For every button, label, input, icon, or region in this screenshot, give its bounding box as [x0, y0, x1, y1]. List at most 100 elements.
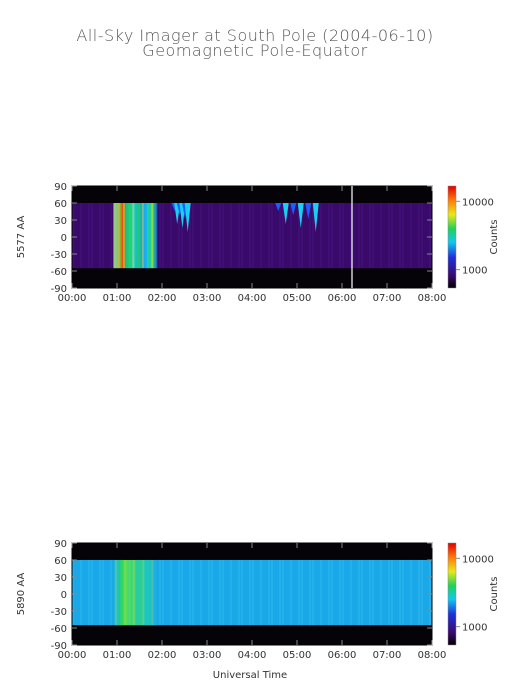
texture-stripe [402, 203, 404, 269]
texture-stripe [162, 203, 164, 269]
texture-stripe [301, 203, 303, 269]
texture-stripe [238, 203, 240, 269]
burst-streak [120, 560, 123, 626]
texture-stripe [298, 203, 300, 269]
texture-stripe [200, 203, 202, 269]
texture-stripe [88, 560, 90, 626]
texture-stripe [290, 560, 292, 626]
texture-stripe [399, 560, 401, 626]
burst-streak [113, 203, 116, 269]
texture-stripe [282, 560, 284, 626]
texture-stripe [238, 560, 240, 626]
texture-stripe [110, 203, 112, 269]
burst-plume [275, 203, 282, 211]
texture-stripe [208, 203, 210, 269]
texture-stripe [181, 560, 183, 626]
texture-stripe [102, 560, 104, 626]
texture-stripe [162, 560, 164, 626]
texture-stripe [361, 560, 363, 626]
texture-stripe [159, 203, 161, 269]
texture-stripe [268, 203, 270, 269]
y-tick-label: 90 [54, 539, 67, 550]
texture-stripe [189, 560, 191, 626]
texture-stripe [159, 560, 161, 626]
texture-stripe [192, 203, 194, 269]
texture-stripe [99, 560, 101, 626]
burst-streak [144, 203, 147, 269]
texture-stripe [211, 203, 213, 269]
texture-stripe [222, 560, 224, 626]
x-tick-label: 07:00 [373, 293, 402, 304]
burst-streak [133, 560, 136, 626]
burst-streak [132, 203, 135, 269]
x-tick-label: 02:00 [148, 650, 177, 661]
texture-stripe [421, 560, 423, 626]
burst-streak [126, 203, 128, 269]
y-tick-label: 0 [61, 590, 67, 601]
texture-stripe [380, 560, 382, 626]
burst-streak [151, 203, 154, 269]
texture-stripe [208, 560, 210, 626]
texture-stripe [391, 560, 393, 626]
texture-stripe [230, 203, 232, 269]
texture-stripe [372, 203, 374, 269]
texture-stripe [312, 560, 314, 626]
texture-stripe [200, 560, 202, 626]
texture-stripe [369, 203, 371, 269]
texture-stripe [181, 203, 183, 269]
burst-streak [151, 560, 154, 626]
texture-stripe [391, 203, 393, 269]
texture-stripe [380, 203, 382, 269]
burst-streak [126, 560, 129, 626]
texture-stripe [298, 560, 300, 626]
colorbar-tick-label: 1000 [462, 623, 487, 634]
burst-region [114, 560, 158, 626]
texture-stripe [309, 560, 311, 626]
x-tick-label: 01:00 [103, 293, 132, 304]
texture-stripe [421, 203, 423, 269]
texture-stripe [372, 560, 374, 626]
texture-stripe [110, 560, 112, 626]
x-axis-label: Universal Time [213, 670, 287, 680]
texture-stripe [418, 560, 420, 626]
texture-stripe [170, 560, 172, 626]
x-tick-label: 04:00 [238, 650, 267, 661]
x-tick-label: 03:00 [193, 293, 222, 304]
texture-stripe [80, 560, 82, 626]
burst-streak [145, 560, 148, 626]
burst-plume [312, 203, 319, 232]
x-tick-label: 04:00 [238, 293, 267, 304]
y-tick-label: -90 [51, 641, 67, 652]
texture-stripe [339, 203, 341, 269]
y-tick-label: 60 [54, 199, 67, 210]
texture-stripe [72, 203, 74, 269]
y-tick-label: -30 [51, 250, 67, 261]
x-tick-label: 05:00 [283, 650, 312, 661]
texture-stripe [91, 560, 93, 626]
texture-stripe [410, 560, 412, 626]
burst-streak [136, 560, 139, 626]
texture-stripe [358, 560, 360, 626]
burst-plume [184, 203, 191, 232]
texture-stripe [170, 203, 172, 269]
texture-stripe [331, 203, 333, 269]
texture-stripe [309, 203, 311, 269]
texture-stripe [328, 203, 330, 269]
texture-stripe [211, 560, 213, 626]
x-tick-label: 02:00 [148, 293, 177, 304]
texture-stripe [192, 560, 194, 626]
texture-stripe [241, 560, 243, 626]
texture-stripe [350, 203, 352, 269]
x-tick-label: 08:00 [418, 650, 447, 661]
burst-plume [305, 203, 312, 219]
burst-streak [117, 560, 120, 626]
x-tick-label: 08:00 [418, 293, 447, 304]
texture-stripe [91, 203, 93, 269]
texture-stripe [328, 560, 330, 626]
x-tick-label: 00:00 [58, 293, 87, 304]
texture-stripe [241, 203, 243, 269]
y-tick-label: 90 [54, 182, 67, 193]
x-tick-label: 03:00 [193, 650, 222, 661]
